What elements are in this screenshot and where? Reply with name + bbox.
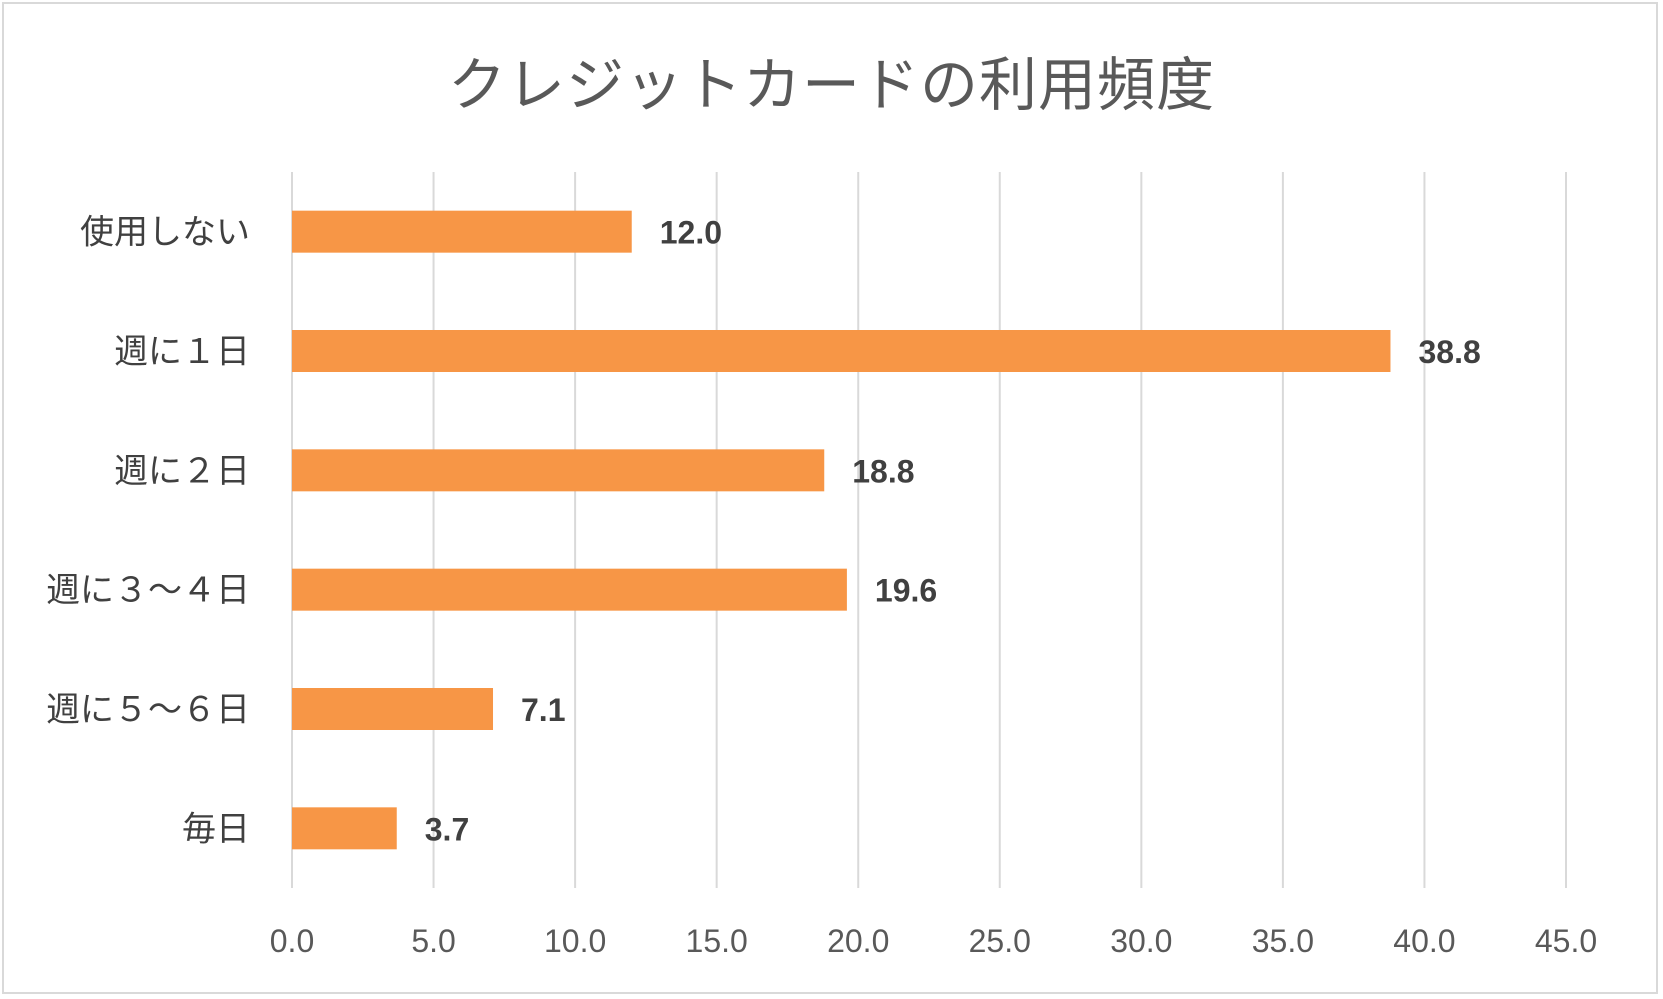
gridlines xyxy=(291,172,1567,888)
bar xyxy=(292,807,397,850)
x-tick-label: 5.0 xyxy=(411,923,455,959)
x-tick-label: 15.0 xyxy=(686,923,748,959)
bar xyxy=(292,688,494,730)
x-tick-label: 40.0 xyxy=(1393,923,1455,959)
category-label: 週に３〜４日 xyxy=(46,571,250,611)
data-label: 38.8 xyxy=(1418,334,1480,370)
category-label: 使用しない xyxy=(80,213,250,253)
data-label: 3.7 xyxy=(425,811,469,847)
x-tick-label: 30.0 xyxy=(1110,923,1172,959)
data-label: 18.8 xyxy=(852,453,914,489)
x-tick-label: 10.0 xyxy=(544,923,606,959)
bars xyxy=(292,210,1391,850)
x-axis-ticks: 0.0 5.0 10.0 15.0 20.0 25.0 30.0 35.0 40.0 45.0 xyxy=(270,923,1597,959)
category-label: 週に５〜６日 xyxy=(46,690,250,730)
x-tick-label: 0.0 xyxy=(270,923,314,959)
bar xyxy=(292,449,825,492)
data-label: 7.1 xyxy=(521,692,565,728)
bar xyxy=(292,568,847,611)
x-tick-label: 45.0 xyxy=(1535,923,1597,959)
bar xyxy=(292,330,1391,372)
x-tick-label: 35.0 xyxy=(1252,923,1314,959)
x-tick-label: 20.0 xyxy=(827,923,889,959)
x-tick-label: 25.0 xyxy=(969,923,1031,959)
bar xyxy=(292,210,632,253)
data-labels: 12.0 38.8 18.8 19.6 7.1 3.7 xyxy=(425,215,1481,848)
category-label: 毎日 xyxy=(182,809,250,849)
data-label: 12.0 xyxy=(660,215,722,251)
chart-title: クレジットカードの利用頻度 xyxy=(447,51,1215,119)
category-label: 週に２日 xyxy=(114,451,250,491)
category-label: 週に１日 xyxy=(114,332,250,372)
data-label: 19.6 xyxy=(875,573,937,609)
